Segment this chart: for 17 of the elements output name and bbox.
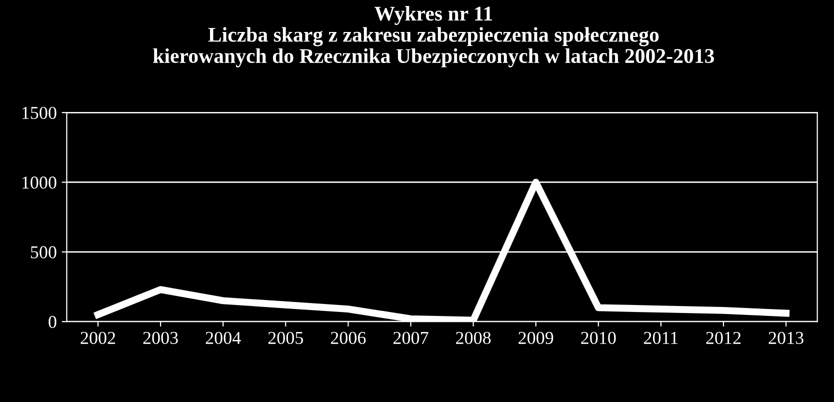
y-tick-label: 500 [30,246,56,258]
x-tick-label: 2003 [143,332,178,344]
x-tick-label: 2006 [330,332,366,344]
x-tick-label: 2013 [768,332,804,344]
x-tick-label: 2007 [393,332,428,344]
x-tick-label: 2012 [706,332,741,344]
chart-title: Wykres nr 11 Liczba skarg z zakresu zabezpieczenia społecznego kierowanych do Rzecznika Ubezpieczonych w latach 2002-2013 [153,6,714,68]
x-tick-label: 2004 [206,332,241,344]
y-tick-label: 0 [48,316,56,328]
x-tick-label: 2002 [80,332,116,344]
x-tick-label: 2005 [268,332,303,344]
x-tick-label: 2008 [456,332,491,344]
y-tick-label: 1000 [22,176,56,189]
x-tick-label: 2010 [581,332,616,344]
x-tick-label: 2011 [644,332,678,344]
y-tick-label: 1500 [22,106,56,119]
x-tick-label: 2009 [518,332,554,344]
